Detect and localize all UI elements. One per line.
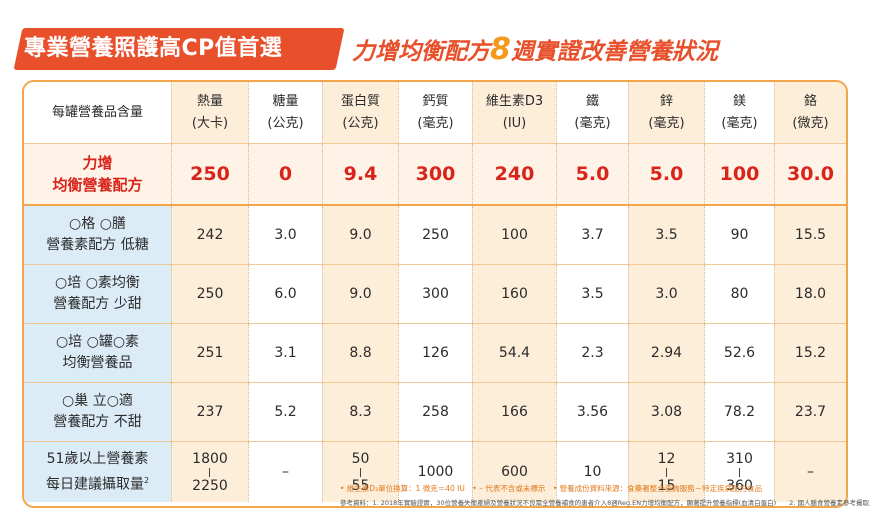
- column-header-label: 每罐營養品含量: [24, 82, 171, 143]
- featured-product-label: 力增 均衡營養配方: [52, 154, 143, 194]
- footnote-references: 參考資料：1. 2018年實驗證實，30位營養失衡產婦及營養狀況不良需全營養補食…: [340, 499, 870, 507]
- table-cell: 52.6: [704, 324, 774, 382]
- table-cell: 10: [556, 442, 628, 502]
- column-header-calcium: 鈣質 (毫克): [398, 82, 472, 143]
- comparison-table-card: 每罐營養品含量 熱量 (大卡) 糖量 (公克) 蛋白質 (公克) 鈣質 (毫克) 維生素…: [22, 80, 848, 508]
- table-cell: 15.5: [774, 206, 846, 264]
- table-cell: 1000: [398, 442, 472, 502]
- header-right-title-post: 週實證改善營養狀況: [510, 39, 718, 65]
- table-row: ○培 ○罐○素 均衡營養品 251 3.1 8.8 126 54.4 2.3 2.…: [24, 324, 846, 383]
- table-cell: 250: [171, 265, 248, 323]
- column-header-protein: 蛋白質 (公克): [322, 82, 398, 143]
- table-header-row: 每罐營養品含量 熱量 (大卡) 糖量 (公克) 蛋白質 (公克) 鈣質 (毫克) 維生素…: [24, 82, 846, 144]
- table-cell: 12 15: [628, 442, 704, 502]
- table-cell: 90: [704, 206, 774, 264]
- table-cell: 2.3: [556, 324, 628, 382]
- table-cell: 3.5: [556, 265, 628, 323]
- table-cell: 30.0: [774, 144, 846, 204]
- table-cell: 50 55: [322, 442, 398, 502]
- table-cell: 300: [398, 265, 472, 323]
- table-row: ○巢 立○適 營養配方 不甜 237 5.2 8.3 258 166 3.56 3…: [24, 383, 846, 442]
- table-cell: 310 360: [704, 442, 774, 502]
- row-label: ○培 ○罐○素 均衡營養品: [24, 324, 171, 382]
- table-cell: 80: [704, 265, 774, 323]
- table-cell: 258: [398, 383, 472, 441]
- table-cell: 251: [171, 324, 248, 382]
- table-cell: 5.0: [556, 144, 628, 204]
- row-label: 51歲以上營養素 每日建議攝取量2: [24, 442, 171, 502]
- table-cell: 240: [472, 144, 556, 204]
- table-row: ○格 ○膳 營養素配方 低糖 242 3.0 9.0 250 100 3.7 3.…: [24, 206, 846, 265]
- header-right-title: 力增均衡配方8週實證改善營養狀況: [352, 30, 718, 70]
- table-cell: 126: [398, 324, 472, 382]
- row-label: ○培 ○素均衡 營養配方 少甜: [24, 265, 171, 323]
- column-header-magnesium: 鎂 (毫克): [704, 82, 774, 143]
- column-header-sugar: 糖量 (公克): [248, 82, 322, 143]
- footnote-units: • 維生素D₃單位換算：1 微克＝40 IU • – 代表不含或未標示 • 營養…: [340, 484, 763, 493]
- header-right-title-number: 8: [490, 32, 511, 67]
- table-cell: 160: [472, 265, 556, 323]
- table-cell: 3.0: [628, 265, 704, 323]
- table-row-recommended-intake: 51歲以上營養素 每日建議攝取量2 1800 2250 – 50 55 1000 60…: [24, 442, 846, 502]
- table-cell: 3.56: [556, 383, 628, 441]
- table-cell: 3.1: [248, 324, 322, 382]
- table-cell: 2.94: [628, 324, 704, 382]
- table-cell: 5.0: [628, 144, 704, 204]
- table-cell: 600: [472, 442, 556, 502]
- table-cell: 8.3: [322, 383, 398, 441]
- table-cell: 237: [171, 383, 248, 441]
- table-cell: 3.7: [556, 206, 628, 264]
- table-cell: 0: [248, 144, 322, 204]
- table-cell: 166: [472, 383, 556, 441]
- table-cell: 3.5: [628, 206, 704, 264]
- table-cell: 250: [171, 144, 248, 204]
- table-cell: 100: [704, 144, 774, 204]
- column-header-zinc: 鋅 (毫克): [628, 82, 704, 143]
- row-label: ○巢 立○適 營養配方 不甜: [24, 383, 171, 441]
- table-cell: 15.2: [774, 324, 846, 382]
- table-cell: –: [774, 442, 846, 502]
- table-cell: 54.4: [472, 324, 556, 382]
- table-cell: 8.8: [322, 324, 398, 382]
- table-cell: 242: [171, 206, 248, 264]
- table-cell: 5.2: [248, 383, 322, 441]
- table-cell: 9.4: [322, 144, 398, 204]
- column-header-vitamin-d3: 維生素D3 (IU): [472, 82, 556, 143]
- table-cell: 3.0: [248, 206, 322, 264]
- table-cell: 78.2: [704, 383, 774, 441]
- row-label: ○格 ○膳 營養素配方 低糖: [24, 206, 171, 264]
- header-left-title: 專業營養照護高CP值首選: [24, 36, 283, 61]
- column-header-calories: 熱量 (大卡): [171, 82, 248, 143]
- table-cell: 9.0: [322, 206, 398, 264]
- table-cell: 23.7: [774, 383, 846, 441]
- table-row-featured-product: 力增 均衡營養配方 250 0 9.4 300 240 5.0 5.0 100 3…: [24, 144, 846, 206]
- table-row: ○培 ○素均衡 營養配方 少甜 250 6.0 9.0 300 160 3.5 3…: [24, 265, 846, 324]
- column-header-iron: 鐵 (毫克): [556, 82, 628, 143]
- table-cell: –: [248, 442, 322, 502]
- table-cell: 6.0: [248, 265, 322, 323]
- table-cell: 300: [398, 144, 472, 204]
- table-cell: 250: [398, 206, 472, 264]
- column-header-chromium: 鉻 (微克): [774, 82, 846, 143]
- table-cell: 3.08: [628, 383, 704, 441]
- table-cell: 100: [472, 206, 556, 264]
- table-cell: 1800 2250: [171, 442, 248, 502]
- table-cell: 9.0: [322, 265, 398, 323]
- comparison-table: 每罐營養品含量 熱量 (大卡) 糖量 (公克) 蛋白質 (公克) 鈣質 (毫克) 維生素…: [24, 82, 846, 502]
- table-cell: 18.0: [774, 265, 846, 323]
- header-right-title-pre: 力增均衡配方: [352, 39, 490, 65]
